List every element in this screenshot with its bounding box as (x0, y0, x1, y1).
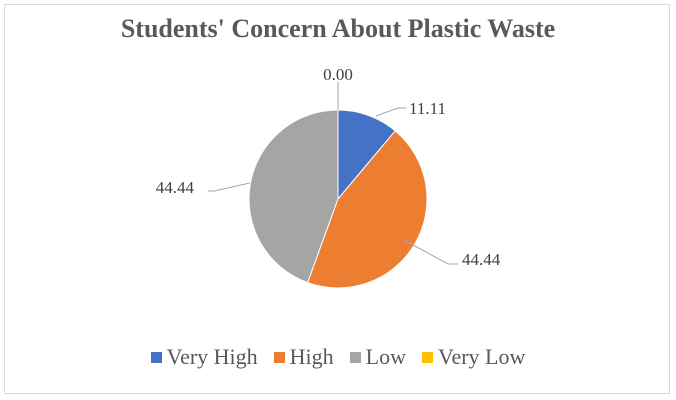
chart-title: Students' Concern About Plastic Waste (120, 14, 556, 43)
legend-swatch-very-low (422, 351, 433, 363)
legend: Very High High Low Very Low (0, 344, 676, 370)
data-label-very-low: 0.00 (323, 65, 353, 84)
legend-swatch-very-high (150, 351, 162, 363)
leader-line-low (208, 182, 251, 192)
legend-label-high: High (289, 344, 334, 369)
slices-layer (248, 109, 428, 289)
pie-slice-low (248, 109, 339, 284)
legend-item-very-high: Very High (150, 344, 258, 370)
data-label-low: 44.44 (156, 178, 195, 197)
legend-label-low: Low (365, 344, 406, 369)
legend-item-very-low: Very Low (422, 344, 525, 370)
data-label-high: 44.44 (462, 250, 501, 269)
legend-item-low: Low (349, 344, 406, 370)
data-label-very-high: 11.11 (409, 99, 446, 118)
pie-slice-high (306, 130, 428, 289)
data-labels-layer: 11.11 44.44 44.44 0.00 (156, 65, 501, 269)
legend-item-high: High (273, 344, 334, 370)
legend-label-very-high: Very High (166, 344, 258, 369)
legend-label-very-low: Very Low (438, 344, 526, 369)
legend-swatch-low (349, 351, 361, 363)
leader-line-high (403, 239, 458, 265)
leader-line-very-high (375, 107, 406, 117)
leader-lines-layer (208, 82, 458, 265)
legend-swatch-high (273, 351, 285, 363)
